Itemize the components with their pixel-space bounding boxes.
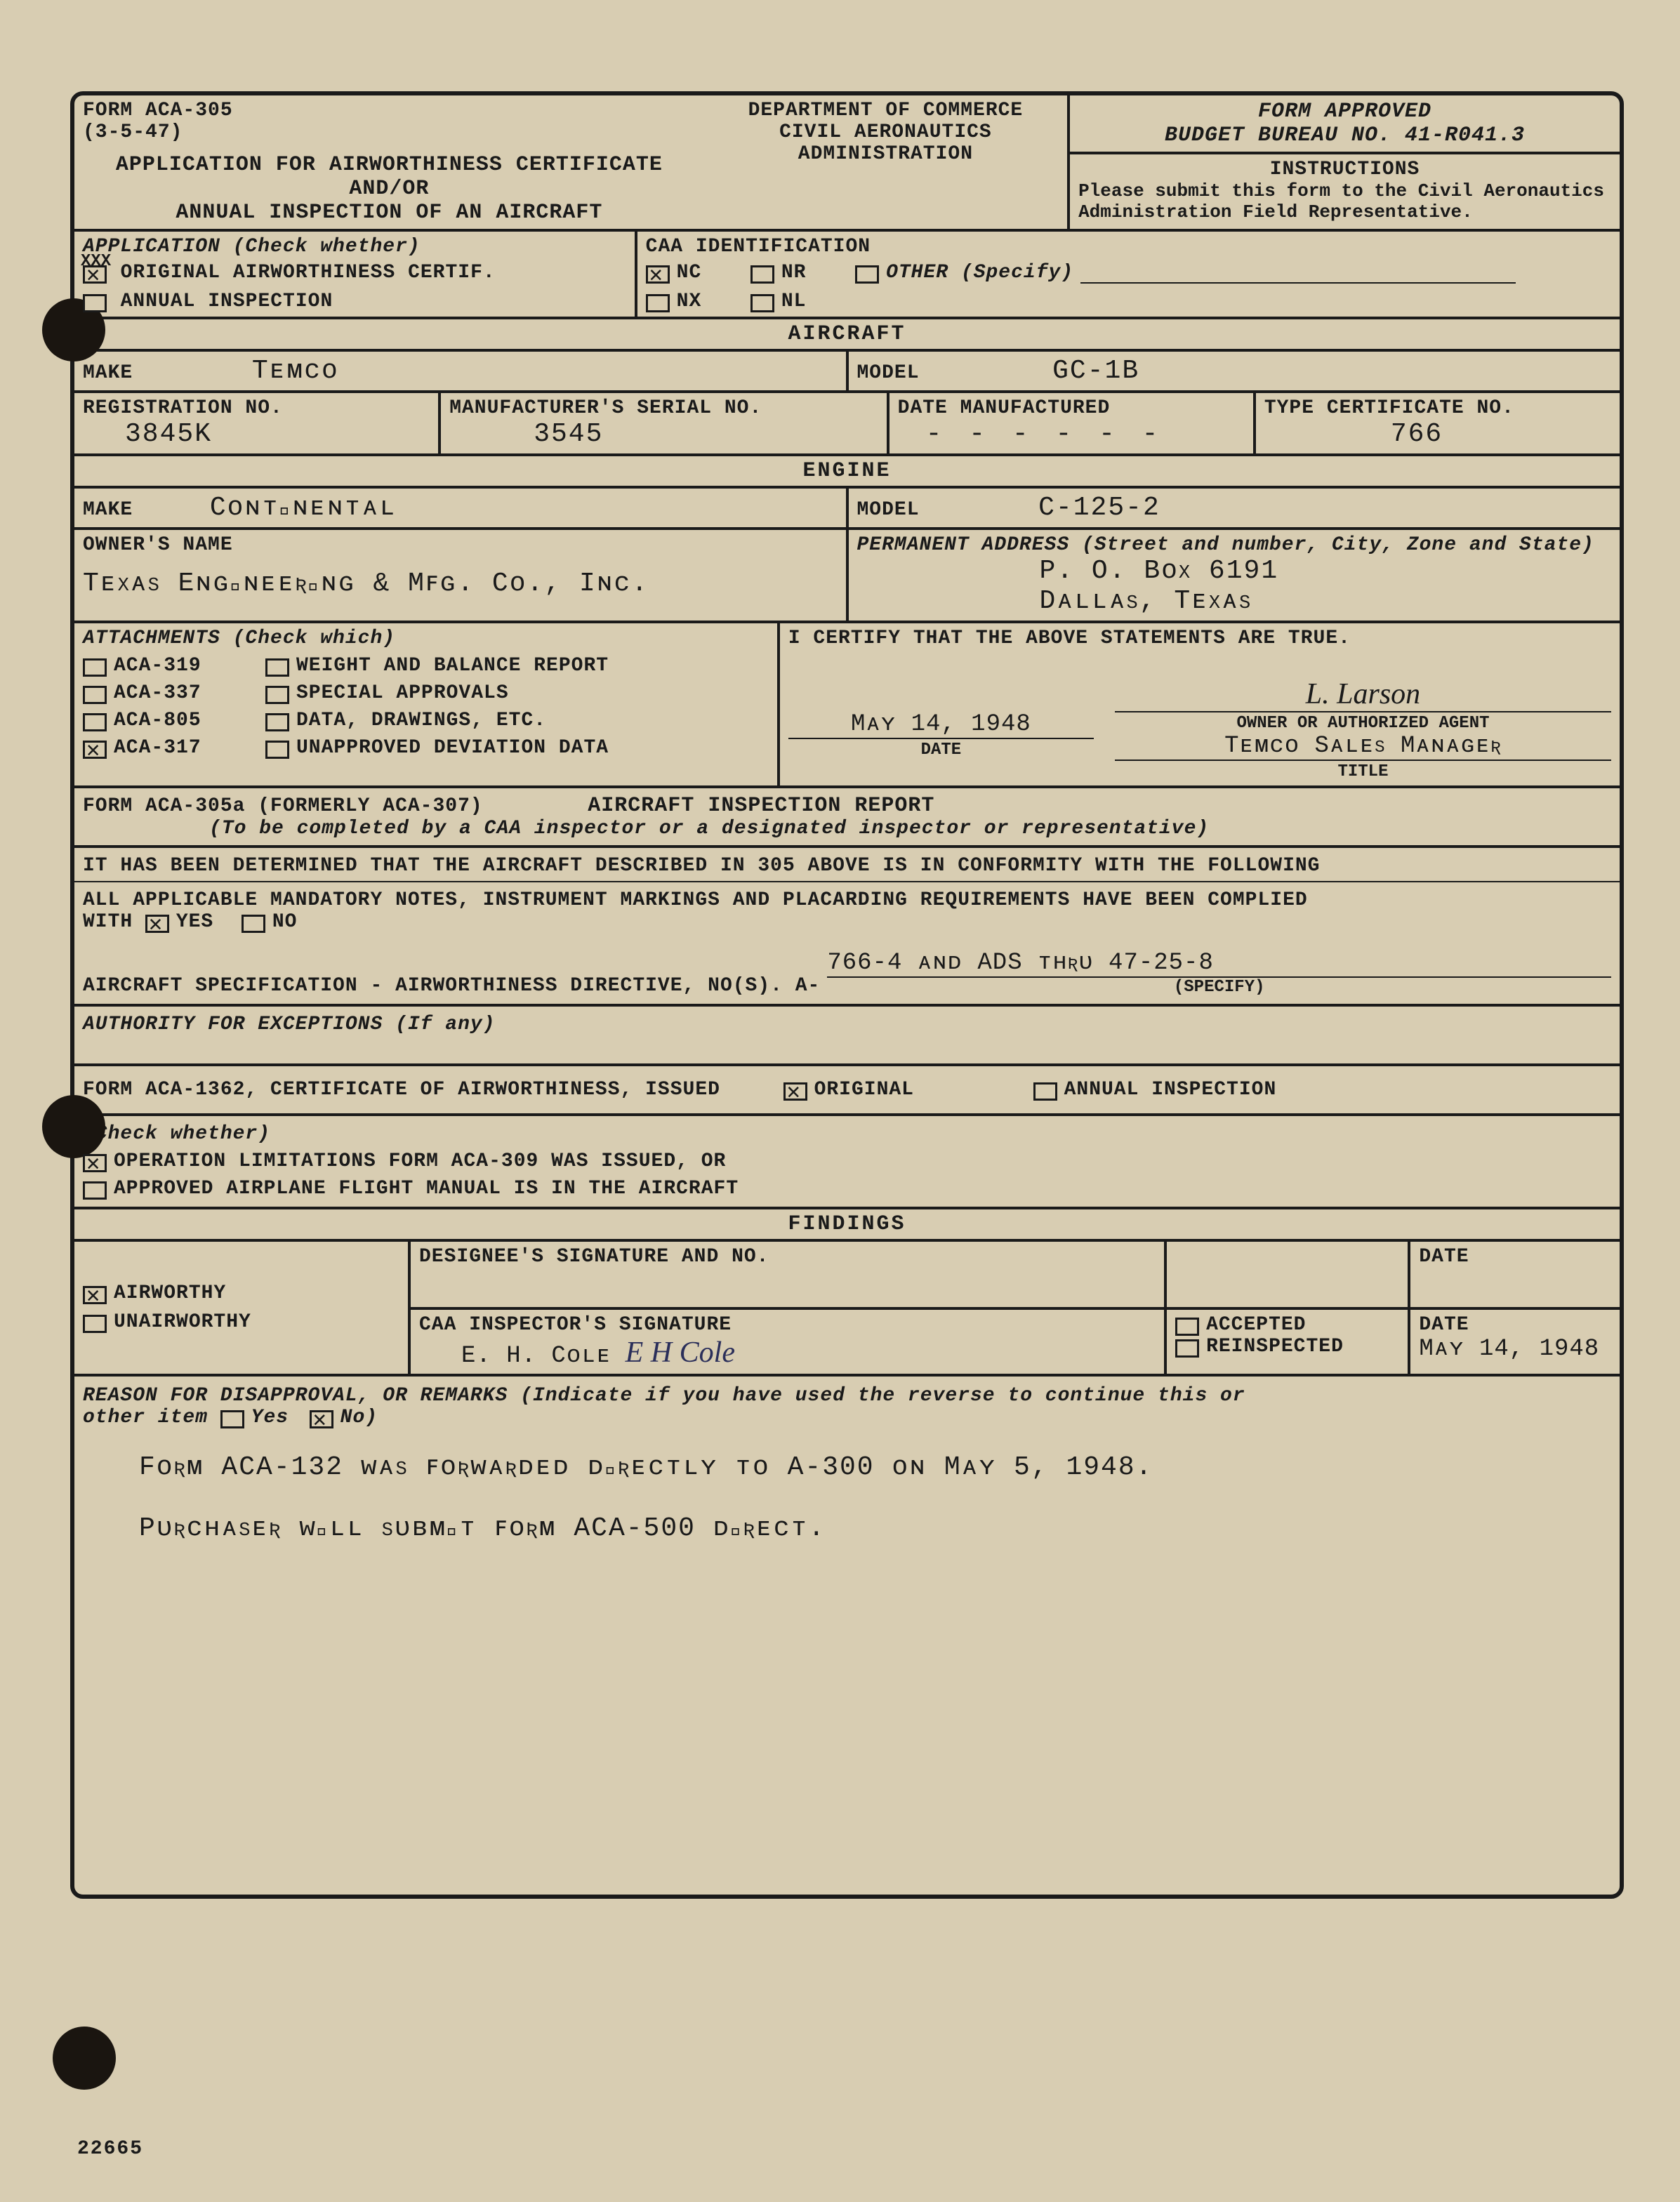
- owner-signature: L. Larson: [1115, 677, 1611, 711]
- mandatory-row: ALL APPLICABLE MANDATORY NOTES, INSTRUME…: [74, 882, 1620, 1007]
- ud-cb[interactable]: [265, 741, 289, 759]
- aircraft-model: GC-1B: [1052, 356, 1139, 386]
- other-checkbox[interactable]: [855, 265, 879, 284]
- engine-row: MAKE Cᴏɴᴛɪɴᴇɴᴛᴀʟ MODEL C-125-2: [74, 489, 1620, 530]
- remarks-section: REASON FOR DISAPPROVAL, OR REMARKS (Indi…: [74, 1377, 1620, 1895]
- certify-stmt: I CERTIFY THAT THE ABOVE STATEMENTS ARE …: [788, 628, 1611, 649]
- application-row: APPLICATION (Check whether) XXX ORIGINAL…: [74, 232, 1620, 319]
- engine-hdr: ENGINE: [74, 456, 1620, 489]
- instructions-body: Please submit this form to the Civil Aer…: [1078, 180, 1611, 223]
- owner-name: Tᴇxᴀs Eɴɢɪɴᴇᴇʀɪɴɢ & Mꜰɢ. Cᴏ., Iɴᴄ.: [83, 566, 838, 599]
- owner-row: OWNER'S NAME Tᴇxᴀs Eɴɢɪɴᴇᴇʀɪɴɢ & Mꜰɢ. Cᴏ…: [74, 530, 1620, 623]
- engine-model: C-125-2: [1038, 493, 1160, 523]
- op309-cb[interactable]: [83, 1154, 107, 1172]
- attach-cert-row: ATTACHMENTS (Check which) ACA-319 WEIGHT…: [74, 623, 1620, 788]
- reverse-no-cb[interactable]: [310, 1410, 333, 1428]
- findings-date: Mᴀʏ 14, 1948: [1419, 1336, 1611, 1362]
- nc-checkbox[interactable]: [646, 265, 670, 284]
- annual-checkbox[interactable]: [83, 294, 107, 312]
- f1362-row: FORM ACA-1362, CERTIFICATE OF AIRWORTHIN…: [74, 1066, 1620, 1116]
- sa-cb[interactable]: [265, 686, 289, 704]
- dept-2: CIVIL AERONAUTICS ADMINISTRATION: [713, 121, 1059, 165]
- accepted-cb[interactable]: [1175, 1318, 1199, 1336]
- owner-addr1: P. O. Bᴏx 6191: [1040, 556, 1612, 586]
- approved-1: FORM APPROVED: [1078, 100, 1611, 124]
- remarks-line1: Fᴏʀᴍ ACA-132 ᴡᴀs ꜰᴏʀᴡᴀʀᴅᴇᴅ ᴅɪʀᴇᴄᴛʟʏ ᴛᴏ A…: [139, 1450, 1611, 1483]
- f1362-orig-cb[interactable]: [783, 1082, 807, 1101]
- spec-value: 766-4 ᴀɴᴅ ADS ᴛʜʀᴜ 47-25-8: [827, 950, 1611, 978]
- annual-label: ANNUAL INSPECTION: [121, 291, 333, 312]
- nr-checkbox[interactable]: [750, 265, 774, 284]
- aircraft-make: Tᴇᴍᴄᴏ: [252, 356, 339, 386]
- airworthy-cb[interactable]: [83, 1286, 107, 1304]
- remarks-line2: Pᴜʀᴄʜᴀsᴇʀ ᴡɪʟʟ sᴜʙᴍɪᴛ ꜰᴏʀᴍ ACA-500 ᴅɪʀᴇᴄ…: [139, 1511, 1611, 1544]
- authority-row: AUTHORITY FOR EXCEPTIONS (If any): [74, 1007, 1620, 1066]
- aircraft-make-model: MAKE Tᴇᴍᴄᴏ MODEL GC-1B: [74, 352, 1620, 393]
- form-title-1: APPLICATION FOR AIRWORTHINESS CERTIFICAT…: [83, 153, 696, 201]
- complied-yes-cb[interactable]: [145, 915, 169, 933]
- orig-label: ORIGINAL AIRWORTHINESS CERTIF.: [121, 262, 496, 284]
- approved-2: BUDGET BUREAU NO. 41-R041.3: [1078, 124, 1611, 147]
- owner-addr2: Dᴀʟʟᴀs, Tᴇxᴀs: [1040, 586, 1612, 616]
- wb-cb[interactable]: [265, 658, 289, 677]
- engine-make: Cᴏɴᴛɪɴᴇɴᴛᴀʟ: [210, 493, 397, 523]
- instructions-hdr: INSTRUCTIONS: [1078, 159, 1611, 180]
- caa-id-hdr: CAA IDENTIFICATION: [646, 236, 1611, 258]
- aca319-cb[interactable]: [83, 658, 107, 677]
- header-row: FORM ACA-305 (3-5-47) APPLICATION FOR AI…: [74, 95, 1620, 232]
- aca337-cb[interactable]: [83, 686, 107, 704]
- conform-row: IT HAS BEEN DETERMINED THAT THE AIRCRAFT…: [74, 848, 1620, 882]
- findings-hdr: FINDINGS: [74, 1209, 1620, 1242]
- form-container: FORM ACA-305 (3-5-47) APPLICATION FOR AI…: [70, 91, 1624, 1899]
- nx-checkbox[interactable]: [646, 294, 670, 312]
- aca805-cb[interactable]: [83, 713, 107, 731]
- nl-checkbox[interactable]: [750, 294, 774, 312]
- application-hdr: APPLICATION (Check whether): [83, 236, 626, 258]
- aircraft-details: REGISTRATION NO. 3845K MANUFACTURER'S SE…: [74, 393, 1620, 456]
- inspector-name: E. H. Cᴏʟᴇ: [461, 1343, 611, 1369]
- registration-no: 3845K: [125, 419, 430, 449]
- report-sub: (To be completed by a CAA inspector or a…: [209, 818, 1611, 840]
- footer-number: 22665: [77, 2138, 143, 2160]
- aca317-cb[interactable]: [83, 741, 107, 759]
- cert-title: Tᴇᴍᴄᴏ Sᴀʟᴇs Mᴀɴᴀɢᴇʀ: [1115, 733, 1611, 760]
- addr-lbl: PERMANENT ADDRESS (Street and number, Ci…: [857, 534, 1612, 556]
- reinspected-cb[interactable]: [1175, 1339, 1199, 1358]
- check-whether-row: (Check whether) OPERATION LIMITATIONS FO…: [74, 1116, 1620, 1209]
- reverse-yes-cb[interactable]: [220, 1410, 244, 1428]
- inspector-signature: E H Cole: [626, 1337, 735, 1369]
- form-date: (3-5-47): [83, 121, 696, 143]
- f1362-annual-cb[interactable]: [1033, 1082, 1057, 1101]
- findings-row: AIRWORTHY UNAIRWORTHY DESIGNEE'S SIGNATU…: [74, 1242, 1620, 1377]
- page: FORM ACA-305 (3-5-47) APPLICATION FOR AI…: [0, 0, 1680, 2202]
- dd-cb[interactable]: [265, 713, 289, 731]
- aircraft-hdr: AIRCRAFT: [74, 319, 1620, 352]
- report-hdr: AIRCRAFT INSPECTION REPORT: [588, 794, 934, 818]
- punch-hole: [53, 2027, 116, 2090]
- mfr-serial: 3545: [534, 419, 878, 449]
- complied-no-cb[interactable]: [242, 915, 265, 933]
- date-mfr: - - - - - -: [926, 419, 1245, 449]
- afm-cb[interactable]: [83, 1181, 107, 1200]
- form-number: FORM ACA-305: [83, 100, 696, 121]
- report-hdr-row: FORM ACA-305a (FORMERLY ACA-307) AIRCRAF…: [74, 788, 1620, 848]
- dept-1: DEPARTMENT OF COMMERCE: [713, 100, 1059, 121]
- cert-date: Mᴀʏ 14, 1948: [788, 711, 1094, 738]
- orig-checkbox[interactable]: XXX: [83, 265, 107, 284]
- type-cert-no: 766: [1391, 419, 1611, 449]
- unairworthy-cb[interactable]: [83, 1315, 107, 1333]
- form-title-2: ANNUAL INSPECTION OF AN AIRCRAFT: [83, 201, 696, 225]
